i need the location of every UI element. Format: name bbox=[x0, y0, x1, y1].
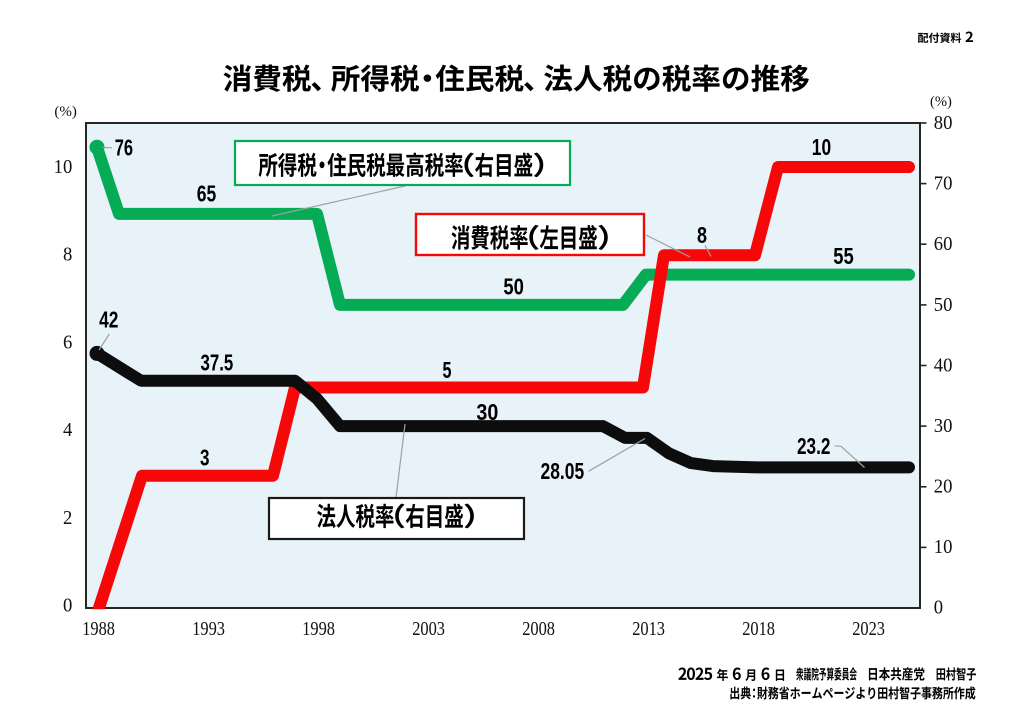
svg-text:2013: 2013 bbox=[632, 617, 665, 640]
svg-text:10: 10 bbox=[54, 156, 73, 178]
svg-text:2018: 2018 bbox=[742, 617, 775, 640]
svg-text:(%): (%) bbox=[930, 94, 952, 110]
svg-text:10: 10 bbox=[934, 536, 953, 558]
svg-text:65: 65 bbox=[197, 181, 216, 207]
svg-text:50: 50 bbox=[934, 294, 953, 316]
svg-text:6: 6 bbox=[63, 332, 73, 354]
svg-text:5: 5 bbox=[443, 358, 452, 384]
svg-text:2: 2 bbox=[63, 507, 72, 529]
svg-text:23.2: 23.2 bbox=[797, 435, 830, 460]
svg-text:3: 3 bbox=[200, 446, 209, 471]
svg-text:1998: 1998 bbox=[302, 617, 335, 640]
svg-text:1988: 1988 bbox=[82, 617, 115, 640]
svg-text:4: 4 bbox=[63, 419, 73, 441]
svg-text:0: 0 bbox=[934, 597, 944, 619]
svg-text:70: 70 bbox=[934, 173, 953, 195]
svg-text:60: 60 bbox=[934, 233, 953, 255]
svg-text:(%): (%) bbox=[54, 104, 77, 120]
svg-text:28.05: 28.05 bbox=[541, 459, 585, 485]
svg-text:0: 0 bbox=[63, 595, 73, 617]
svg-text:76: 76 bbox=[115, 136, 133, 161]
svg-text:8: 8 bbox=[63, 244, 73, 266]
svg-text:8: 8 bbox=[697, 223, 707, 249]
svg-text:10: 10 bbox=[812, 135, 831, 161]
svg-text:30: 30 bbox=[934, 415, 953, 437]
svg-text:50: 50 bbox=[503, 275, 523, 300]
svg-text:2023: 2023 bbox=[852, 617, 885, 640]
svg-text:2003: 2003 bbox=[412, 617, 445, 640]
svg-text:20: 20 bbox=[934, 476, 953, 498]
svg-text:30: 30 bbox=[476, 400, 498, 426]
svg-text:37.5: 37.5 bbox=[201, 351, 234, 376]
svg-text:1993: 1993 bbox=[192, 617, 225, 640]
svg-text:42: 42 bbox=[99, 307, 118, 333]
svg-text:2008: 2008 bbox=[522, 617, 555, 640]
svg-text:40: 40 bbox=[934, 355, 953, 377]
svg-text:80: 80 bbox=[934, 112, 953, 134]
svg-text:55: 55 bbox=[833, 244, 854, 269]
